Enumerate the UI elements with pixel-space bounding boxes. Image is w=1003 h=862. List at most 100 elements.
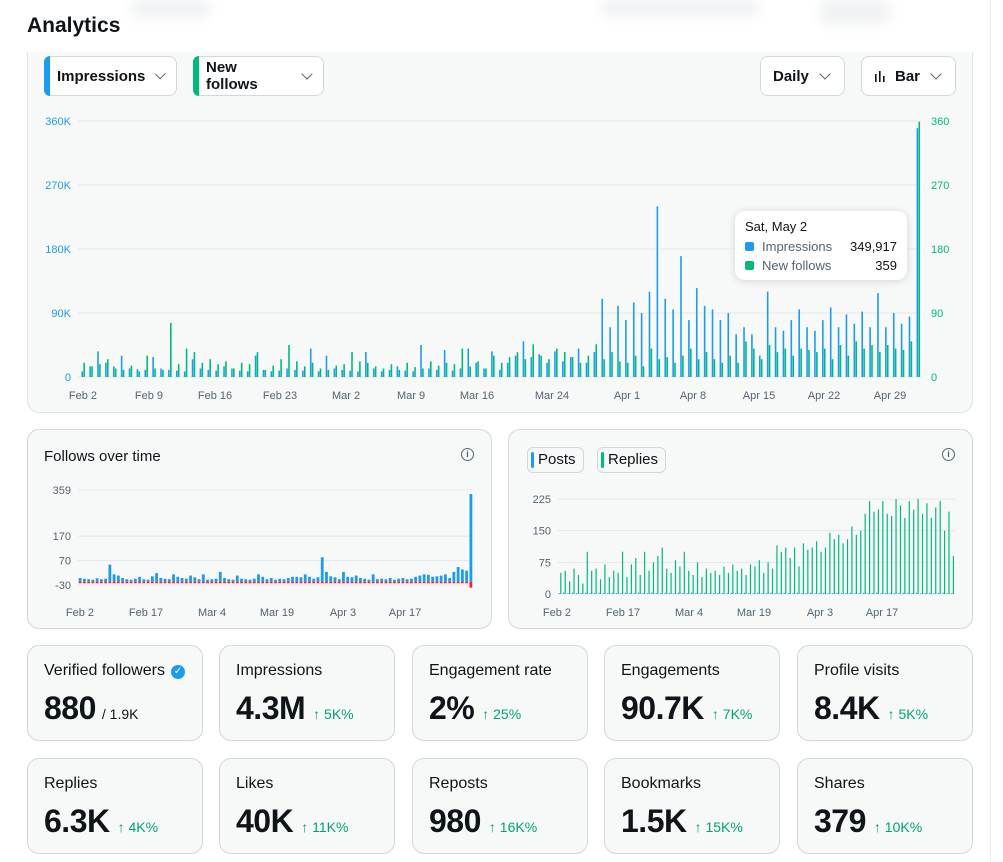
posts-bar — [712, 593, 715, 594]
stat-change: ↑ 7K% — [711, 706, 753, 722]
left-tick-label: 360K — [45, 116, 71, 128]
replies-bar — [952, 556, 954, 594]
interval-dropdown[interactable]: Daily — [760, 56, 845, 96]
y-tick-label: -30 — [55, 580, 71, 592]
posts-bar — [677, 592, 679, 594]
unfollows-bar — [329, 581, 333, 584]
posts-bar — [774, 593, 776, 594]
follows-bar — [445, 362, 448, 377]
follows-bar — [563, 352, 566, 377]
follows-bar — [493, 355, 495, 377]
stat-card[interactable]: Verified followers ✓ 880 / 1.9K — [27, 645, 203, 741]
replies-bar — [736, 570, 738, 594]
stat-card[interactable]: Reposts 980 ↑ 16K% — [412, 758, 588, 854]
replies-legend[interactable]: Replies — [597, 447, 667, 473]
follows-bar — [233, 368, 235, 377]
stat-card[interactable]: Bookmarks 1.5K ↑ 15K% — [604, 758, 780, 854]
unfollows-bar — [95, 581, 99, 584]
follows-bar — [729, 355, 731, 377]
chart-type-dropdown[interactable]: Bar — [861, 56, 956, 96]
impressions-bar — [435, 369, 438, 377]
replies-bar — [679, 566, 681, 594]
replies-bar — [599, 579, 602, 594]
impressions-bar — [506, 362, 509, 377]
x-tick-label: Apr 1 — [614, 390, 640, 402]
unfollows-bar — [299, 581, 303, 584]
replies-bar — [569, 581, 571, 594]
follows-bar — [410, 578, 413, 582]
follows-bar — [252, 578, 256, 582]
unfollows-bar — [99, 581, 103, 584]
replies-bar — [732, 564, 734, 594]
follows-bar — [163, 578, 167, 582]
follows-bar — [839, 345, 842, 377]
posts-bar — [898, 593, 900, 594]
replies-bar — [745, 575, 747, 594]
replies-bar — [767, 562, 769, 594]
follows-bar — [359, 361, 361, 377]
stat-card[interactable]: Likes 40K ↑ 11K% — [219, 758, 395, 854]
follows-bar — [697, 359, 700, 377]
replies-bar — [860, 530, 862, 594]
stat-value-row: 1.5K ↑ 15K% — [621, 803, 743, 840]
unfollows-bar — [201, 581, 205, 584]
follows-bar — [548, 359, 550, 377]
posts-bar — [739, 593, 741, 594]
stat-card[interactable]: Shares 379 ↑ 10K% — [797, 758, 973, 854]
follows-bar — [792, 355, 795, 377]
x-tick-label: Feb 2 — [543, 607, 571, 619]
stat-label: Impressions — [236, 662, 323, 679]
follows-bar — [176, 576, 180, 582]
impressions-bar — [286, 368, 288, 377]
unfollows-bar — [138, 581, 141, 584]
posts-bar — [924, 593, 926, 594]
impressions-bar — [317, 371, 320, 377]
x-tick-label: Feb 9 — [135, 390, 163, 402]
follows-bar — [359, 578, 362, 582]
replies-bar — [621, 551, 624, 594]
posts-bar — [571, 592, 574, 594]
follows-bar — [201, 362, 204, 377]
follows-bar — [390, 364, 393, 377]
impressions-bar — [774, 327, 777, 377]
follows-bar — [240, 578, 243, 582]
impressions-bar — [695, 288, 698, 377]
follows-bar — [500, 362, 503, 377]
follows-bar — [346, 576, 350, 582]
follows-bar — [485, 368, 487, 377]
info-icon[interactable]: i — [461, 448, 474, 461]
follows-bar — [333, 577, 337, 582]
stat-card[interactable]: Engagement rate 2% ↑ 25% — [412, 645, 588, 741]
stat-card[interactable]: Impressions 4.3M ↑ 5K% — [219, 645, 395, 741]
unfollows-bar — [78, 581, 82, 584]
posts-bar — [858, 593, 860, 594]
metric2-dropdown[interactable]: New follows — [193, 56, 324, 96]
stat-label: Profile visits — [814, 662, 900, 679]
replies-bar — [789, 558, 791, 594]
follows-bar — [886, 345, 889, 377]
follows-bar — [99, 364, 101, 377]
posts-bar — [567, 593, 569, 594]
impressions-bar — [853, 323, 856, 377]
replies-bar — [758, 560, 760, 594]
follows-chart: 359 170 70 -30 Feb 2 Feb 17 Mar 4 Mar 19 Apr 3 Ap… — [53, 485, 473, 619]
follows-bar — [312, 578, 316, 582]
info-icon[interactable]: i — [942, 448, 955, 461]
stat-card[interactable]: Replies 6.3K ↑ 4K% — [27, 758, 203, 854]
metric1-dropdown[interactable]: Impressions — [44, 56, 177, 96]
impressions-bar — [530, 357, 533, 377]
scrollbar[interactable] — [990, 0, 1002, 862]
posts-legend[interactable]: Posts — [527, 447, 584, 473]
posts-bar — [915, 592, 918, 594]
posts-bar — [558, 593, 560, 594]
unfollows-bar — [371, 581, 375, 584]
follows-bar — [516, 352, 519, 377]
stat-value-row: 2% ↑ 25% — [429, 690, 521, 727]
follows-bar — [847, 355, 850, 377]
stat-card[interactable]: Engagements 90.7K ↑ 7K% — [604, 645, 780, 741]
stat-value-row: 6.3K ↑ 4K% — [44, 803, 158, 840]
follows-bar — [388, 578, 392, 582]
unfollows-bar — [197, 581, 201, 584]
stat-card[interactable]: Profile visits 8.4K ↑ 5K% — [797, 645, 973, 741]
impressions-bar — [175, 370, 178, 377]
